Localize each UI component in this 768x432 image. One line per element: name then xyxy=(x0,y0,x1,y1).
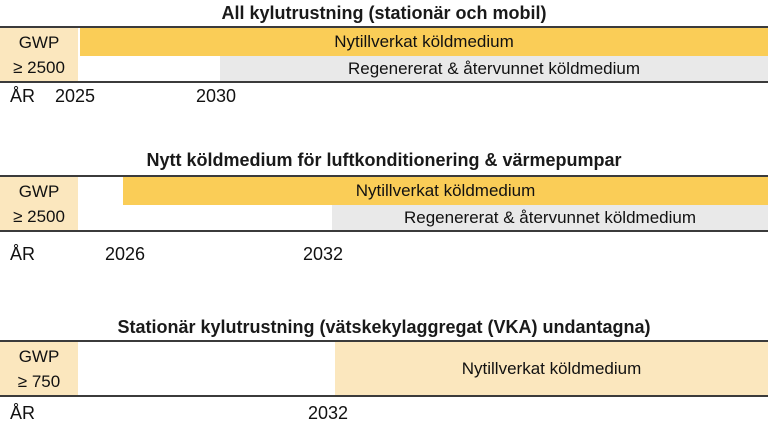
gwp-threshold-value: ≥ 750 xyxy=(17,371,61,391)
year-axis: ÅR 2032 xyxy=(0,402,768,424)
bar-regenererat-atervunnet: Regenererat & återvunnet köldmedium xyxy=(220,56,768,81)
gwp-threshold-cell: GWP ≥ 2500 xyxy=(0,177,78,230)
gwp-threshold-cell: GWP ≥ 2500 xyxy=(0,28,78,81)
bar-label: Nytillverkat köldmedium xyxy=(461,358,642,378)
year-axis: ÅR 2025 2030 xyxy=(0,85,768,107)
bar-label: Nytillverkat köldmedium xyxy=(355,181,536,200)
gwp-threshold-cell: GWP ≥ 750 xyxy=(0,342,78,395)
bar-label: Nytillverkat köldmedium xyxy=(334,32,514,51)
section-title: All kylutrustning (stationär och mobil) xyxy=(221,3,547,23)
year-tick-2030: 2030 xyxy=(196,86,237,106)
section-title: Nytt köldmedium för luftkonditionering &… xyxy=(146,150,622,170)
timeline-table: GWP ≥ 2500 Nytillverkat köldmedium Regen… xyxy=(0,26,768,83)
year-axis-label: ÅR xyxy=(10,86,36,106)
bar-nytillverkat-koldmedium: Nytillverkat köldmedium xyxy=(123,177,768,205)
bar-label: Regenererat & återvunnet köldmedium xyxy=(404,207,696,227)
gwp-label: GWP xyxy=(18,181,60,201)
gwp-label: GWP xyxy=(18,32,60,52)
bar-nytillverkat-koldmedium: Nytillverkat köldmedium xyxy=(335,342,768,395)
gwp-threshold-value: ≥ 2500 xyxy=(13,206,65,226)
year-tick-2026: 2026 xyxy=(105,244,146,264)
year-axis-label: ÅR xyxy=(10,244,36,264)
year-tick-2025: 2025 xyxy=(55,86,96,106)
bar-label: Regenererat & återvunnet köldmedium xyxy=(348,58,640,78)
gwp-threshold-value: ≥ 2500 xyxy=(13,57,65,77)
timeline-table: GWP ≥ 2500 Nytillverkat köldmedium Regen… xyxy=(0,175,768,232)
year-tick-2032: 2032 xyxy=(303,244,344,264)
gwp-label: GWP xyxy=(18,346,60,366)
year-axis-label: ÅR xyxy=(10,403,36,423)
section-title: Stationär kylutrustning (vätskekylaggreg… xyxy=(117,317,651,337)
year-axis: ÅR 2026 2032 xyxy=(0,243,768,265)
year-tick-2032: 2032 xyxy=(308,403,349,423)
bar-nytillverkat-koldmedium: Nytillverkat köldmedium xyxy=(80,28,768,56)
timeline-table: GWP ≥ 750 Nytillverkat köldmedium xyxy=(0,340,768,397)
bar-regenererat-atervunnet: Regenererat & återvunnet köldmedium xyxy=(332,205,768,230)
